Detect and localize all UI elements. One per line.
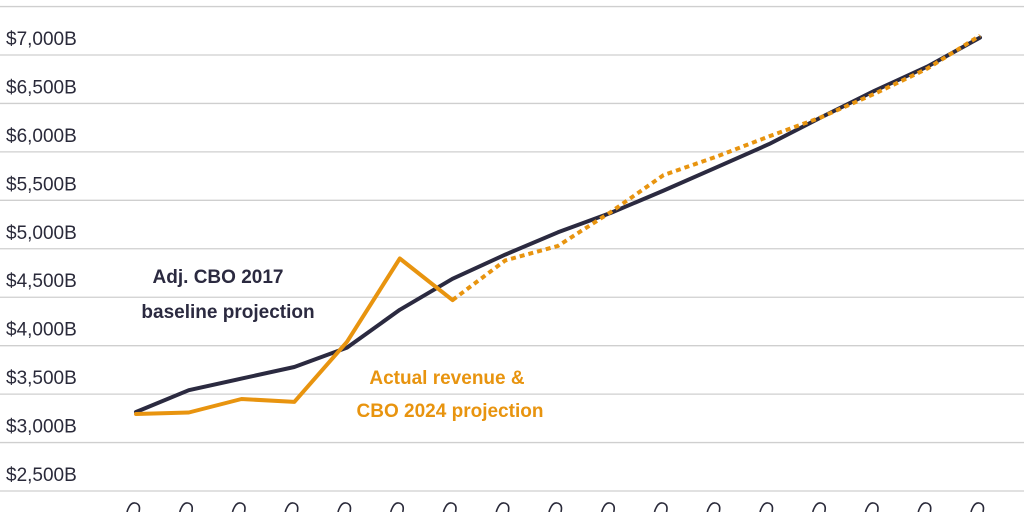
x-tick-label-fragment: [917, 502, 932, 512]
series-line-2: [134, 256, 455, 416]
gridlines: [0, 5, 1024, 492]
y-tick-label: $6,500B: [6, 77, 77, 98]
series-lines: [134, 33, 982, 416]
annotation-actual-line-1: Actual revenue &: [369, 368, 524, 389]
x-tick-label-fragment: [284, 502, 299, 512]
x-tick-label-fragment: [337, 502, 352, 512]
annotation-actual-line-2: CBO 2024 projection: [357, 401, 544, 422]
y-tick-label: $3,500B: [6, 368, 77, 389]
x-tick-label-fragment: [178, 502, 194, 512]
annotation-actual: Actual revenue & CBO 2024 projection: [357, 368, 544, 422]
x-tick-label-fragment: [864, 502, 879, 512]
y-tick-label: $5,500B: [6, 174, 77, 195]
x-tick-label-fragment: [811, 502, 827, 512]
y-tick-label: $2,500B: [6, 465, 77, 486]
y-tick-label: $5,000B: [6, 223, 77, 244]
series-line-1: [134, 35, 982, 414]
x-tick-label-fragment: [389, 502, 405, 512]
annotation-baseline-line-2: baseline projection: [141, 302, 314, 323]
annotation-baseline: Adj. CBO 2017 baseline projection: [141, 267, 314, 323]
x-axis-tick-label-fragments: [126, 502, 985, 512]
x-tick-label-fragment: [442, 502, 457, 512]
y-tick-label: $3,000B: [6, 417, 77, 438]
x-tick-label-fragment: [548, 502, 563, 512]
x-tick-label-fragment: [759, 502, 774, 512]
y-tick-label: $4,500B: [6, 271, 77, 292]
x-tick-label-fragment: [231, 502, 246, 512]
y-tick-label: $7,000B: [6, 29, 77, 50]
x-tick-label-fragment: [126, 502, 141, 512]
series-line-3: [451, 33, 982, 302]
y-tick-label: $6,000B: [6, 126, 77, 147]
x-tick-label-fragment: [970, 502, 985, 512]
x-tick-label-fragment: [706, 502, 721, 512]
x-tick-label-fragment: [600, 502, 616, 512]
y-axis-labels: $2,500B $3,000B $3,500B $4,000B $4,500B $5,00…: [6, 29, 77, 486]
annotation-baseline-line-1: Adj. CBO 2017: [153, 267, 284, 288]
x-tick-label-fragment: [653, 502, 668, 512]
x-tick-label-fragment: [495, 502, 510, 512]
y-tick-label: $4,000B: [6, 320, 77, 341]
